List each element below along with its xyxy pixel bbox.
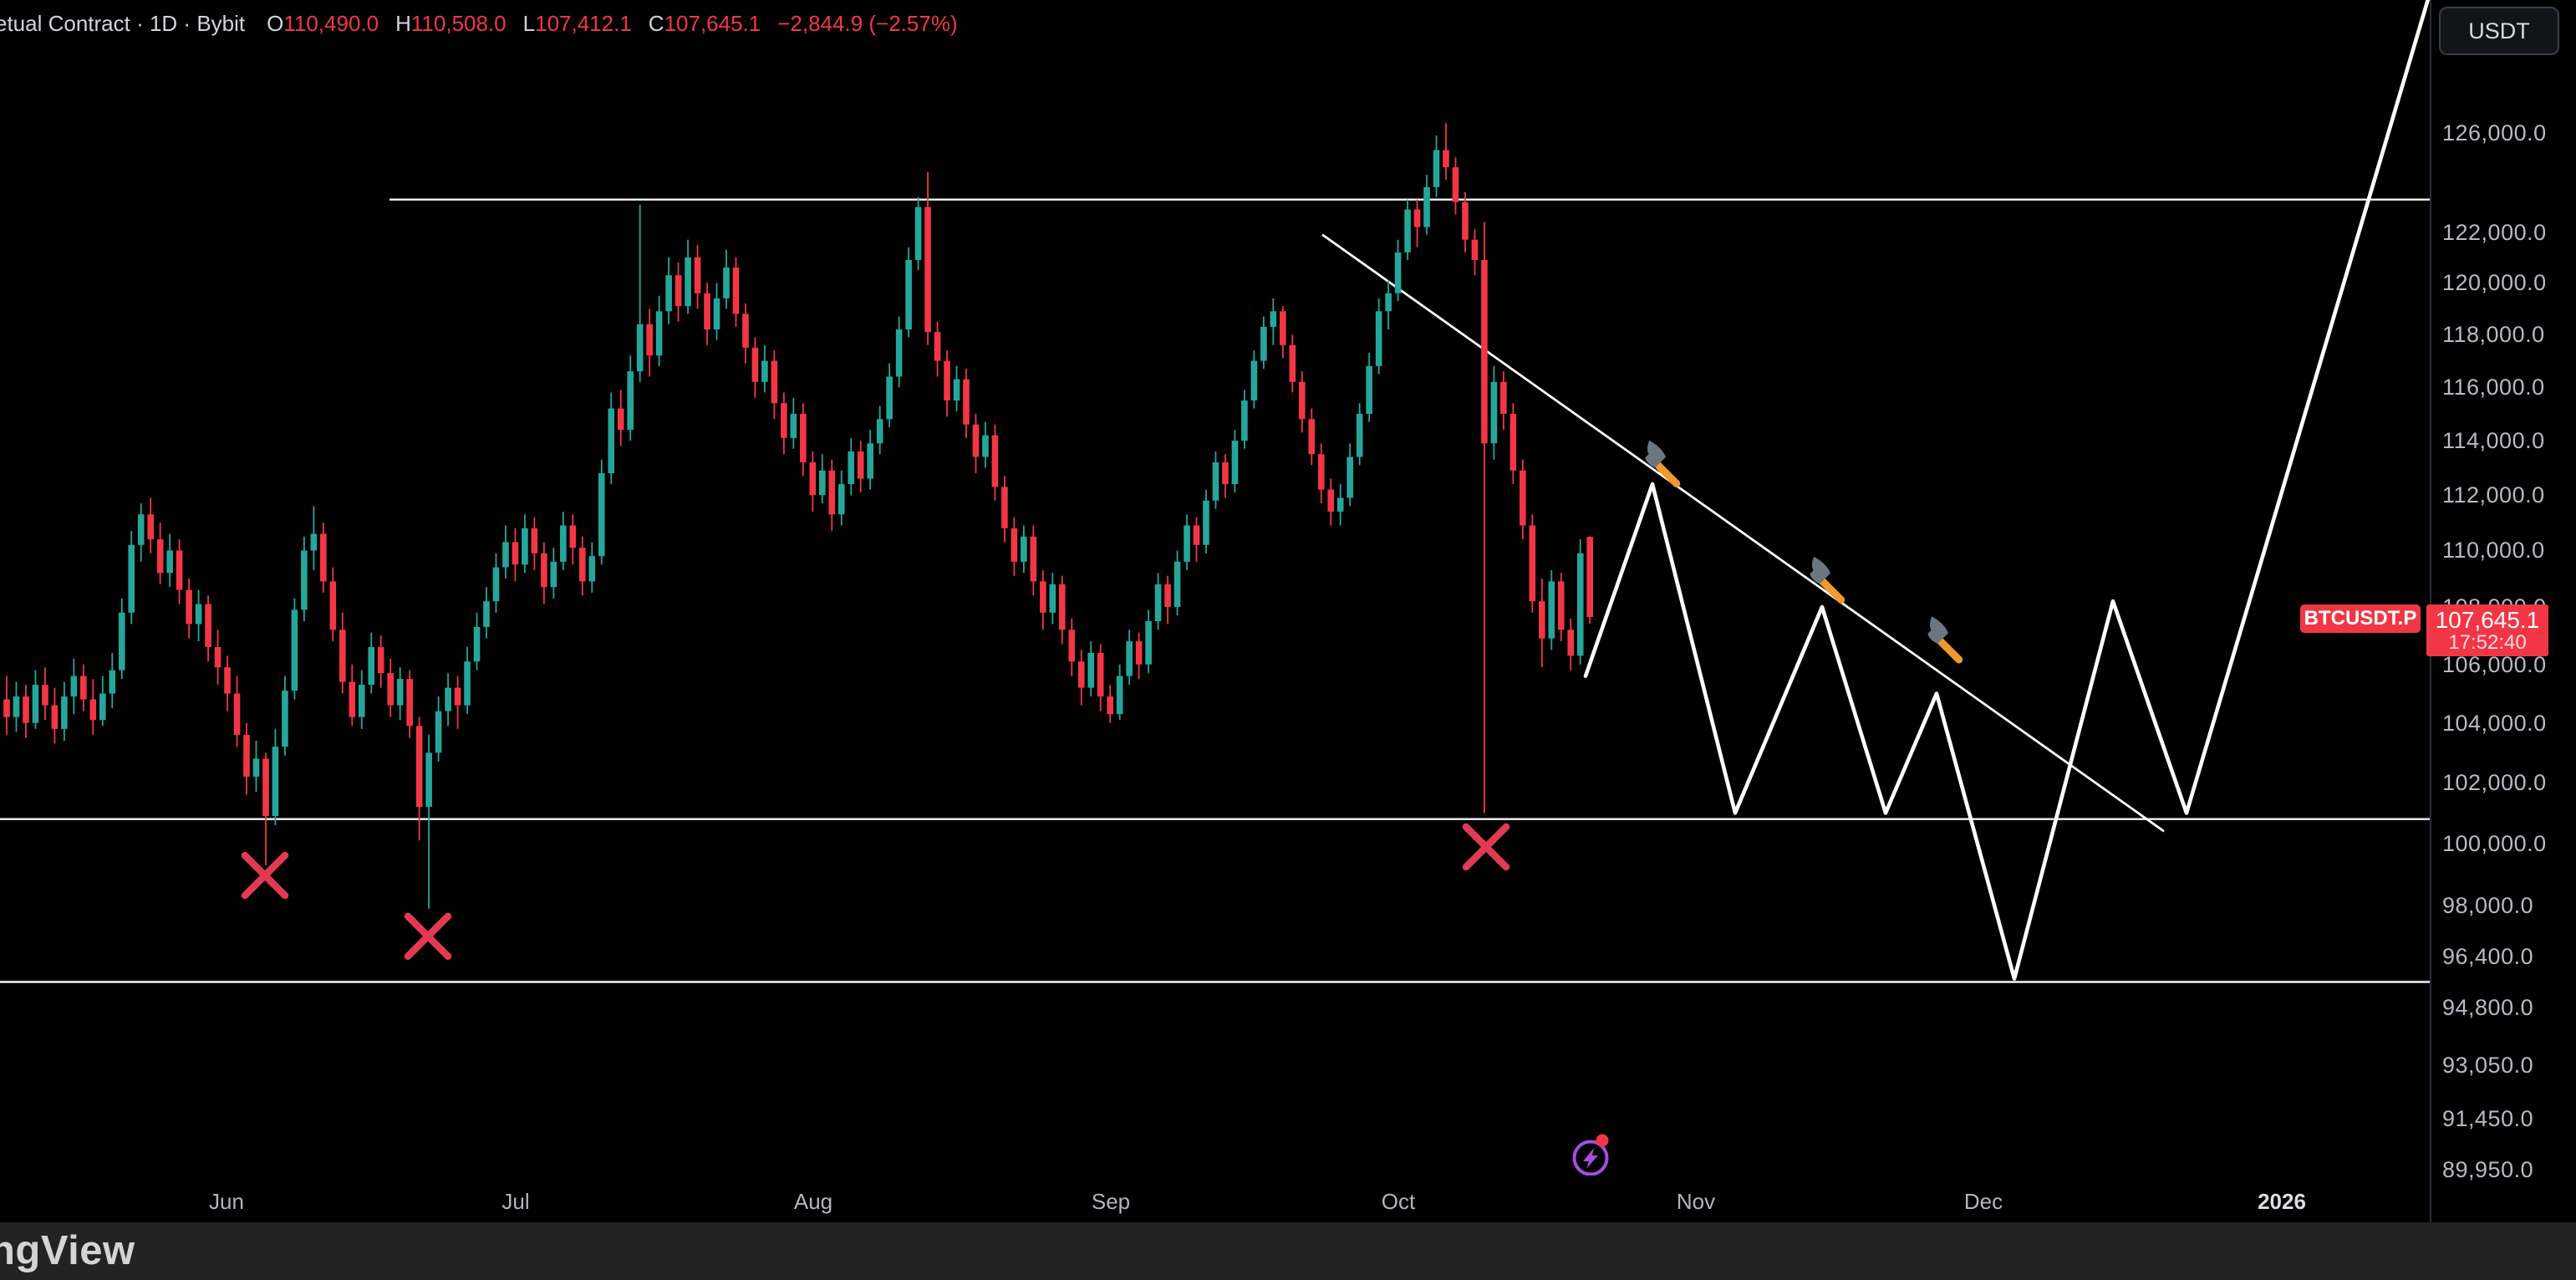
hammer-emoji-markers[interactable] [1637,439,1971,666]
price-axis-label: 94,800.0 [2442,995,2534,1021]
notification-dot [1596,1134,1609,1147]
ohlc-low: L107,412.1 [523,11,632,37]
time-axis-label: Sep [1091,1189,1131,1214]
time-axis-label: Jun [209,1189,244,1214]
price-axis-label: 116,000.0 [2442,375,2545,400]
price-axis-label: 98,000.0 [2442,893,2534,919]
time-axis-label: Jul [501,1189,530,1214]
x-mark-icon[interactable] [404,912,452,961]
price-axis-label: 104,000.0 [2442,710,2547,736]
high-value: 110,508.0 [410,11,507,36]
x-mark-drawings[interactable] [241,823,1510,961]
price-axis-label: 112,000.0 [2442,482,2545,508]
price-axis-label: 91,450.0 [2442,1105,2534,1131]
price-axis-label: 122,000.0 [2442,219,2547,245]
low-label: L [522,11,536,36]
x-mark-icon[interactable] [241,851,289,900]
price-axis-label: 118,000.0 [2442,322,2545,348]
time-axis-label: 2026 [2258,1189,2306,1214]
zigzag-projection-drawing[interactable] [1583,0,2431,981]
time-axis[interactable]: Jun Jul Aug Sep Oct Nov Dec 2026 [0,1175,2430,1222]
price-change: −2,844.9 (−2.57%) [777,11,958,36]
price-axis-label: 89,950.0 [2442,1156,2534,1182]
event-lightning-icon[interactable] [1572,1134,1609,1176]
ohlc-high: H110,508.0 [395,11,507,37]
tradingview-logo[interactable]: ngView [0,1228,135,1273]
currency-toggle-button[interactable]: USDT [2439,7,2559,55]
price-axis-label: 102,000.0 [2442,770,2547,796]
symbol-legend[interactable]: etual Contract · 1D · Bybit O110,490.0 H… [0,11,958,37]
close-label: C [648,11,664,36]
last-price-flag: 107,645.1 17:52:40 [2426,604,2548,657]
price-axis-label: 114,000.0 [2442,428,2545,454]
low-value: 107,412.1 [535,11,632,36]
symbol-description[interactable]: etual Contract · 1D · Bybit [0,11,246,36]
symbol-price-flag: BTCUSDT.P [2300,604,2421,634]
hammer-icon[interactable] [1637,439,1688,490]
descending-trendline[interactable] [1321,233,2165,833]
price-axis-label: 126,000.0 [2442,120,2547,145]
ohlc-close: C107,645.1 [649,11,761,37]
hammer-icon[interactable] [1802,555,1853,606]
price-axis-label: 96,400.0 [2442,943,2534,969]
last-price-value: 107,645.1 [2435,606,2540,633]
open-label: O [267,11,284,36]
price-axis-label: 93,050.0 [2442,1052,2534,1078]
candle-countdown: 17:52:40 [2448,631,2527,655]
hammer-icon[interactable] [1920,615,1971,666]
bottom-toolbar-strip [0,1222,2576,1280]
ohlc-open: O110,490.0 [267,11,379,37]
time-axis-label: Aug [793,1189,833,1214]
price-axis-label: 100,000.0 [2442,831,2547,856]
horizontal-level-lines[interactable] [0,198,2430,983]
x-mark-icon[interactable] [1462,823,1510,871]
candles-layer [3,123,1593,910]
time-axis-label: Dec [1963,1189,2003,1214]
time-axis-label: Nov [1676,1189,1716,1214]
close-value: 107,645.1 [664,11,761,36]
high-label: H [395,11,411,36]
price-axis-label: 110,000.0 [2442,538,2545,564]
time-axis-label: Oct [1381,1189,1416,1214]
open-value: 110,490.0 [283,11,379,36]
price-axis-label: 120,000.0 [2442,270,2547,296]
